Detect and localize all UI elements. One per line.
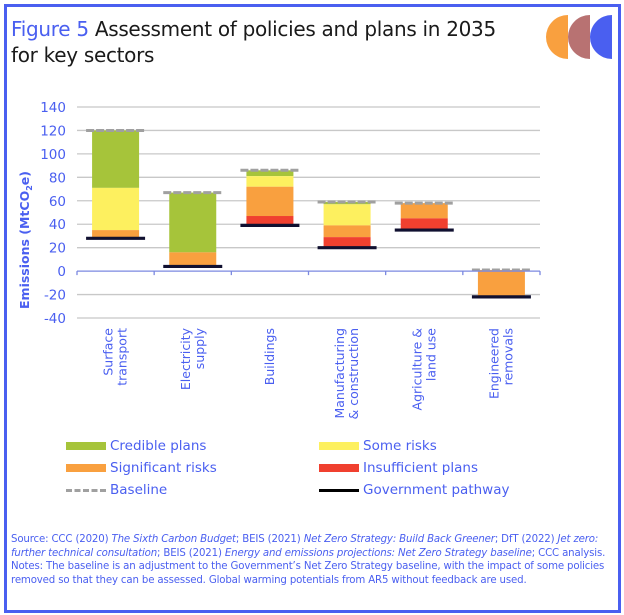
- bar-segment-significant: [169, 252, 217, 267]
- x-axis: [76, 270, 541, 276]
- svg-text:Emissions (MtCO2e): Emissions (MtCO2e): [17, 171, 34, 309]
- bar-group-electricity-supply: [163, 191, 223, 269]
- legend-solid-line-icon: [319, 488, 359, 492]
- logo-half-circle-blue: [590, 15, 612, 59]
- bar-segment-insufficient: [323, 237, 371, 248]
- y-tick-label: 40: [49, 217, 66, 233]
- bar-segment-insufficient: [400, 218, 448, 231]
- legend-label: Government pathway: [363, 482, 510, 498]
- legend-item-government-pathway: Government pathway: [319, 480, 509, 500]
- bar-group-buildings: [240, 168, 300, 227]
- bar-segment-credible: [323, 201, 371, 205]
- bar-segment-credible: [92, 130, 140, 188]
- legend-swatch-credible: [66, 442, 106, 450]
- x-tick-label: Engineeredremovals: [486, 328, 515, 399]
- legend-item-significant-risks: Significant risks: [66, 458, 217, 478]
- legend-label: Insufficient plans: [363, 460, 478, 476]
- figure-frame: [4, 4, 621, 613]
- legend-swatch-insufficient-plans: [319, 464, 359, 472]
- bar-group-surface-transport: [86, 128, 146, 240]
- bar-segment-significant: [400, 203, 448, 219]
- y-tick-label: 80: [49, 170, 66, 186]
- bar-group-engineered-removals: [471, 268, 531, 299]
- chart-legend: Credible plans Some risks Significant ri…: [66, 436, 566, 506]
- bar-segment-significant: [92, 230, 140, 239]
- legend-item-insufficient-plans: Insufficient plans: [319, 458, 478, 478]
- legend-label: Credible plans: [110, 438, 207, 454]
- legend-label: Significant risks: [110, 460, 217, 476]
- legend-dashed-line-icon: [66, 488, 106, 492]
- x-tick-label: Electricitysupply: [178, 327, 207, 390]
- legend-swatch-some-risks: [319, 442, 359, 450]
- legend-label: Some risks: [363, 438, 437, 454]
- logo-half-circle-mauve: [568, 15, 590, 59]
- bar-segment-insufficient: [246, 216, 294, 226]
- y-tick-label: -20: [44, 288, 66, 304]
- y-tick-label: 60: [49, 194, 66, 210]
- legend-label: Baseline: [110, 482, 168, 498]
- y-tick-label: 120: [40, 123, 66, 139]
- source-text: Source: CCC (2020) The Sixth Carbon Budg…: [11, 534, 606, 559]
- x-tick-label: Buildings: [262, 328, 277, 385]
- bar-segment-significant: [246, 186, 294, 217]
- legend-item-baseline: Baseline: [66, 480, 167, 500]
- legend-swatch-significant-risks: [66, 464, 106, 472]
- gridlines: [77, 106, 540, 319]
- bar-segment-credible: [246, 170, 294, 177]
- bar-segment-significant: [477, 269, 525, 297]
- y-tick-label: 100: [40, 147, 66, 163]
- source-notes: Source: CCC (2020) The Sixth Carbon Budg…: [11, 533, 611, 587]
- figure-title: Figure 5 Assessment of policies and plan…: [11, 16, 531, 68]
- notes-text: Notes: The baseline is an adjustment to …: [11, 561, 605, 586]
- bar-segment-significant: [323, 225, 371, 238]
- bar-group-manufacturing-construction: [317, 200, 377, 250]
- legend-item-some-risks: Some risks: [319, 436, 437, 456]
- bar-segment-some-risks: [246, 176, 294, 187]
- x-tick-label: Manufacturing& construction: [332, 328, 361, 419]
- y-tick-label: -40: [44, 311, 66, 327]
- bar-group-agriculture-land-use: [394, 201, 454, 232]
- y-tick-label: 140: [40, 100, 66, 116]
- emissions-chart: 140 120 100 80 60 40 20 0 -20 -40 Surfacetranspor…: [40, 100, 541, 419]
- x-tick-label: Agriculture &land use: [409, 328, 438, 411]
- bars: [86, 128, 531, 299]
- bar-segment-some-risks: [92, 187, 140, 231]
- y-tick-label: 20: [49, 241, 66, 257]
- figure-title-line1: Assessment of policies and plans in 2035: [94, 17, 496, 41]
- bar-segment-some-risks: [323, 204, 371, 226]
- y-tick-label: 0: [57, 264, 66, 280]
- logo-half-circle-orange: [546, 15, 568, 59]
- bar-segment-credible: [169, 192, 217, 253]
- y-tick-labels: 140 120 100 80 60 40 20 0 -20 -40: [40, 100, 66, 327]
- x-tick-labels: Surfacetransport Electricitysupply Buildin…: [101, 327, 516, 419]
- x-tick-label: Surfacetransport: [101, 328, 130, 386]
- figure-title-line2: for key sectors: [11, 43, 155, 67]
- ccc-logo-icon: [546, 15, 612, 59]
- figure-label: Figure 5: [11, 17, 89, 41]
- legend-item-credible: Credible plans: [66, 436, 206, 456]
- y-axis-label: Emissions (MtCO2e): [17, 171, 34, 309]
